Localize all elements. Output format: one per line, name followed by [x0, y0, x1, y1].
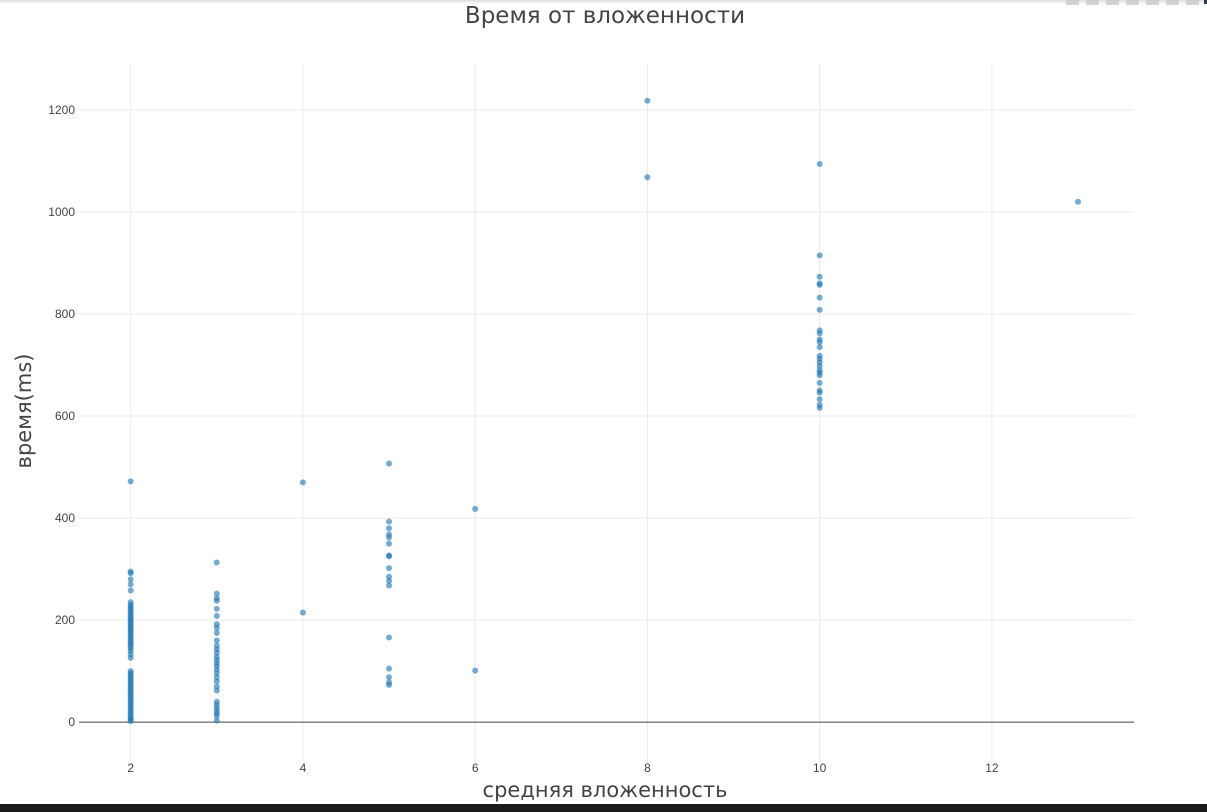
y-tick-label: 600 [55, 409, 75, 423]
data-point[interactable] [213, 597, 220, 604]
data-point[interactable] [127, 570, 134, 577]
data-point[interactable] [213, 624, 220, 631]
data-point[interactable] [816, 396, 823, 403]
x-tick-label: 6 [472, 761, 479, 775]
data-point[interactable] [299, 609, 306, 616]
data-point[interactable] [644, 97, 651, 104]
data-point[interactable] [816, 252, 823, 259]
data-point[interactable] [213, 717, 220, 724]
x-tick-label: 12 [985, 761, 999, 775]
zoom-in-icon[interactable] [1146, 0, 1159, 5]
x-axis-title: средняя вложенность [483, 778, 728, 802]
data-point[interactable] [472, 667, 479, 674]
data-point[interactable] [386, 674, 393, 681]
y-tick-label: 400 [55, 511, 75, 525]
data-point[interactable] [386, 534, 393, 541]
window-top-edge [0, 0, 1207, 4]
data-point[interactable] [213, 687, 220, 694]
data-point[interactable] [816, 404, 823, 411]
tick-labels-layer: 2 4 6 8 10 12 0 200 400 600 800 1000 1200 [48, 103, 999, 775]
data-point[interactable] [127, 581, 134, 588]
data-point[interactable] [213, 713, 220, 720]
data-point[interactable] [816, 389, 823, 396]
x-tick-label: 4 [300, 761, 307, 775]
data-point[interactable] [127, 478, 134, 485]
data-point[interactable] [816, 379, 823, 386]
data-point[interactable] [1075, 198, 1082, 205]
data-point[interactable] [816, 372, 823, 379]
data-point[interactable] [644, 174, 651, 181]
data-point[interactable] [127, 587, 134, 594]
window-corner [1204, 0, 1207, 4]
data-point[interactable] [299, 479, 306, 486]
data-point[interactable] [816, 306, 823, 313]
data-point[interactable] [213, 637, 220, 644]
data-point[interactable] [213, 678, 220, 685]
data-point[interactable] [816, 330, 823, 337]
edit-chart-icon[interactable] [1086, 0, 1099, 5]
grid-layer [79, 64, 1134, 763]
x-tick-label: 2 [127, 761, 134, 775]
data-point[interactable] [127, 718, 134, 725]
data-point[interactable] [816, 273, 823, 280]
data-point[interactable] [472, 505, 479, 512]
y-tick-label: 0 [68, 715, 75, 729]
data-point[interactable] [816, 344, 823, 351]
data-point[interactable] [386, 518, 393, 525]
pan-icon[interactable] [1126, 0, 1139, 5]
y-tick-label: 1200 [48, 103, 75, 117]
zoom-icon[interactable] [1106, 0, 1119, 5]
data-point[interactable] [213, 613, 220, 620]
x-tick-label: 8 [644, 761, 651, 775]
data-point[interactable] [386, 681, 393, 688]
points-layer [127, 97, 1082, 725]
x-tick-label: 10 [813, 761, 827, 775]
data-point[interactable] [386, 577, 393, 584]
data-point[interactable] [386, 553, 393, 560]
data-point[interactable] [127, 654, 134, 661]
data-point[interactable] [816, 339, 823, 346]
data-point[interactable] [816, 294, 823, 301]
data-point[interactable] [386, 582, 393, 589]
data-point[interactable] [213, 559, 220, 566]
data-point[interactable] [386, 634, 393, 641]
data-point[interactable] [386, 665, 393, 672]
data-point[interactable] [386, 525, 393, 532]
data-point[interactable] [213, 590, 220, 597]
chart-title: Время от вложенности [465, 3, 745, 29]
y-tick-label: 1000 [48, 205, 75, 219]
data-point[interactable] [127, 576, 134, 583]
y-tick-label: 800 [55, 307, 75, 321]
data-point[interactable] [213, 605, 220, 612]
data-point[interactable] [816, 281, 823, 288]
reset-axes-icon[interactable] [1186, 0, 1199, 5]
y-tick-label: 200 [55, 613, 75, 627]
data-point[interactable] [386, 565, 393, 572]
data-point[interactable] [213, 629, 220, 636]
data-point[interactable] [816, 161, 823, 168]
plot-modebar[interactable] [1066, 0, 1199, 5]
zoom-out-icon[interactable] [1166, 0, 1179, 5]
download-plot-icon[interactable] [1066, 0, 1079, 5]
data-point[interactable] [386, 540, 393, 547]
data-point[interactable] [386, 460, 393, 467]
y-axis-title: время(ms) [12, 354, 36, 469]
